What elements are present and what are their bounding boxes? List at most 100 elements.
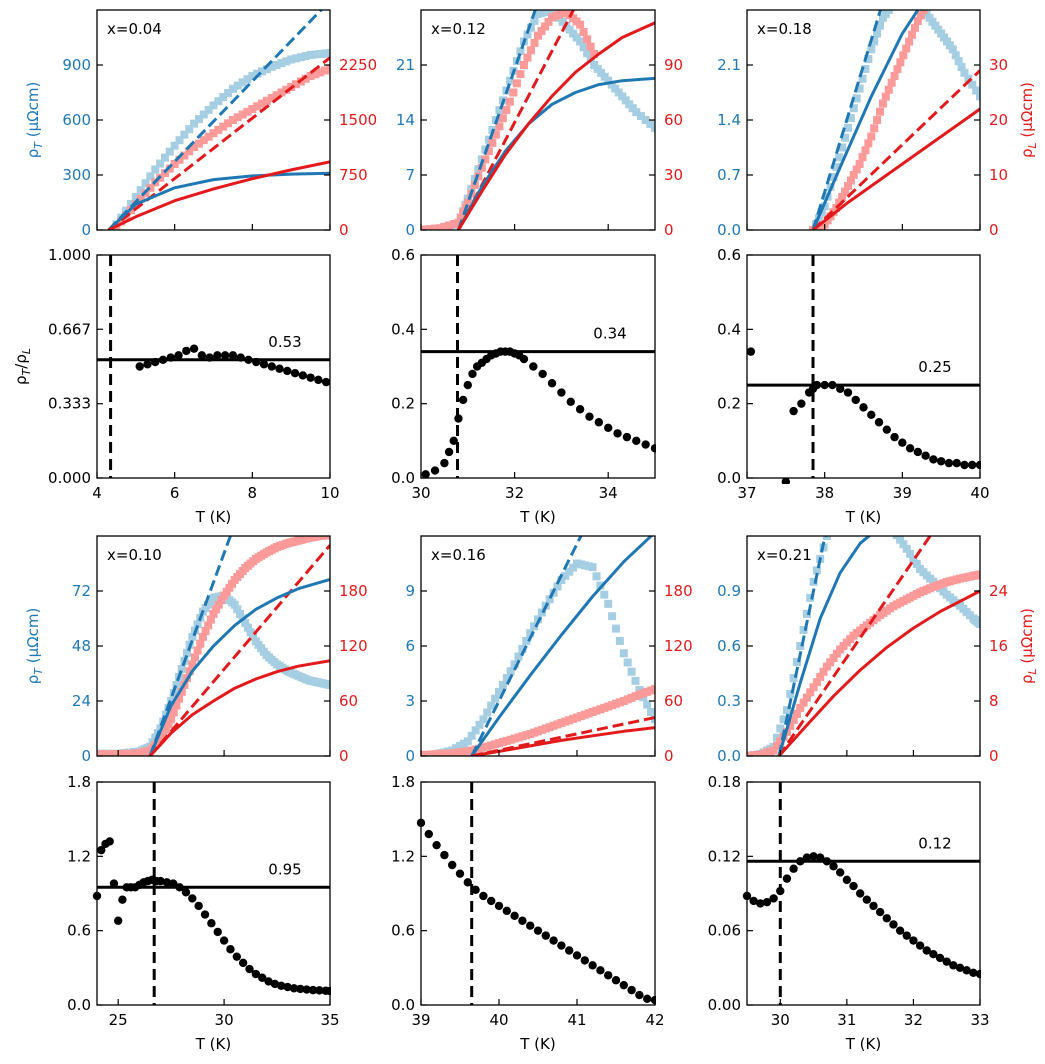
rhoL_data-marker (799, 698, 808, 707)
rhoT_data-marker (321, 49, 330, 58)
rhoT_data-marker (600, 590, 609, 599)
ratio-point (118, 895, 127, 904)
ratio-point (557, 941, 566, 950)
rhoT_data-marker (891, 0, 899, 6)
panel-annotation: x=0.04 (107, 20, 162, 38)
ratio-point (194, 901, 203, 911)
ratio-point (175, 883, 184, 892)
rhoL_data-marker (248, 105, 257, 113)
rhoL_data-marker (199, 136, 208, 145)
rhoT_data-marker (194, 115, 203, 124)
rhoT_data-marker (530, 622, 539, 631)
rhoT_data-marker (802, 609, 811, 618)
ratio-point (463, 878, 472, 887)
rhoT_data-marker (235, 609, 244, 618)
rhoT_data-marker (479, 715, 488, 724)
top-frame (420, 535, 656, 757)
rhoT_data-marker (495, 687, 503, 696)
ratio-point (613, 429, 622, 438)
rhoT_data-marker (471, 726, 480, 735)
rhoT_data-marker (267, 62, 276, 71)
ratio-tick-label: 1.2 (391, 847, 415, 865)
rhoL_data-marker (919, 10, 928, 14)
ratio-point (913, 447, 923, 457)
rhoL_data-marker (769, 746, 778, 755)
rhoL-tick-label: 180 (339, 582, 368, 600)
panel-x018: 0.0 0.7 1.4 2.1 0 10 20 30 x=0.18 ρL (μΩcm) 0.25 0.… (717, 0, 1039, 526)
x-tick-label: 40 (970, 484, 989, 502)
ratio-axis-label-sub2: L (20, 348, 33, 354)
rhoL_data-marker (196, 639, 205, 648)
rhoL_data-marker (899, 51, 908, 60)
rhoL-tick-label: 60 (664, 692, 683, 710)
x-axis-label: T (K) (845, 1035, 881, 1053)
rhoT_data-marker (782, 706, 791, 715)
rhoT_data-marker (786, 690, 795, 699)
x-axis-label: T (K) (519, 1035, 555, 1053)
rhoT_data-marker (612, 624, 620, 633)
rhoT_fit-line (457, 76, 655, 230)
rhoL_data-marker (190, 653, 199, 662)
ratio-point (604, 423, 613, 433)
rhoT_data-marker (861, 64, 870, 73)
rhoT_fit-line (148, 578, 330, 756)
rhoT-tick-label: 72 (72, 582, 91, 600)
rhoL_data-marker (502, 105, 511, 114)
rhoL_data-marker (893, 65, 902, 74)
rhoL_data-marker (292, 80, 301, 89)
rhoT_data-marker (911, 0, 919, 2)
rhoT_data-marker (246, 628, 255, 637)
rhoT_data-marker (569, 563, 578, 572)
rhoT_data-marker (592, 572, 601, 581)
rhoL_data-marker (167, 715, 176, 724)
x-tick-label: 32 (505, 484, 524, 502)
ratio-point (915, 941, 925, 950)
rhoL_data-marker (175, 155, 184, 164)
rhoT_data-marker (852, 94, 861, 103)
ratio-tick-label: 1.8 (67, 773, 91, 791)
rhoT_data-marker (863, 499, 871, 507)
rhoT_data-marker (643, 700, 652, 709)
ratio-point (135, 362, 144, 371)
rhoL-axis-label-main: ρ (1018, 148, 1036, 158)
plot-area-bottom (416, 782, 656, 1005)
ratio-tick-label: 0.6 (391, 922, 415, 940)
panel-annotation: x=0.16 (431, 546, 486, 564)
ratio-point (619, 980, 628, 990)
ratio-point (421, 470, 430, 479)
ratio-point (314, 375, 323, 385)
rhoT_fit-dashed-line (777, 536, 827, 756)
rhoL_data-marker (809, 683, 818, 692)
rhoT-tick-label: 7 (405, 166, 415, 184)
ratio-point (207, 919, 216, 928)
x-axis-label: T (K) (845, 508, 881, 526)
rhoT_data-marker (849, 104, 858, 113)
rhoT-tick-label: 300 (62, 166, 91, 184)
ratio-tick-label: 0.6 (717, 246, 741, 264)
rhoT_data-marker (272, 61, 281, 69)
rhoT_data-marker (886, 522, 894, 530)
rhoT_data-marker (249, 632, 258, 641)
ratio-point (889, 920, 898, 929)
rhoL_data-marker (926, 0, 934, 3)
ratio-point (432, 840, 441, 850)
rhoT_data-marker (792, 658, 801, 667)
rhoT_data-marker (516, 47, 525, 56)
rhoT_data-marker (806, 593, 815, 602)
ratio-point (566, 397, 575, 407)
rhoT_data-marker (850, 495, 858, 503)
ratio-point (632, 436, 641, 446)
rhoL_data-marker (258, 99, 267, 108)
ratio-point (882, 914, 891, 923)
rhoT_data-marker (889, 527, 897, 535)
rhoT_data-marker (843, 500, 851, 508)
rhoL_data-marker (576, 20, 585, 29)
rhoL_data-marker (185, 667, 194, 676)
bottom-frame (420, 781, 656, 1006)
bottom-frame (746, 781, 981, 1006)
panel-annotation: x=0.10 (107, 546, 162, 564)
rhoT_fit-dashed-line (107, 10, 324, 230)
rhoT_data-marker (258, 67, 267, 76)
rhoT_data-marker (976, 620, 980, 628)
plot-area-top (97, 536, 330, 756)
